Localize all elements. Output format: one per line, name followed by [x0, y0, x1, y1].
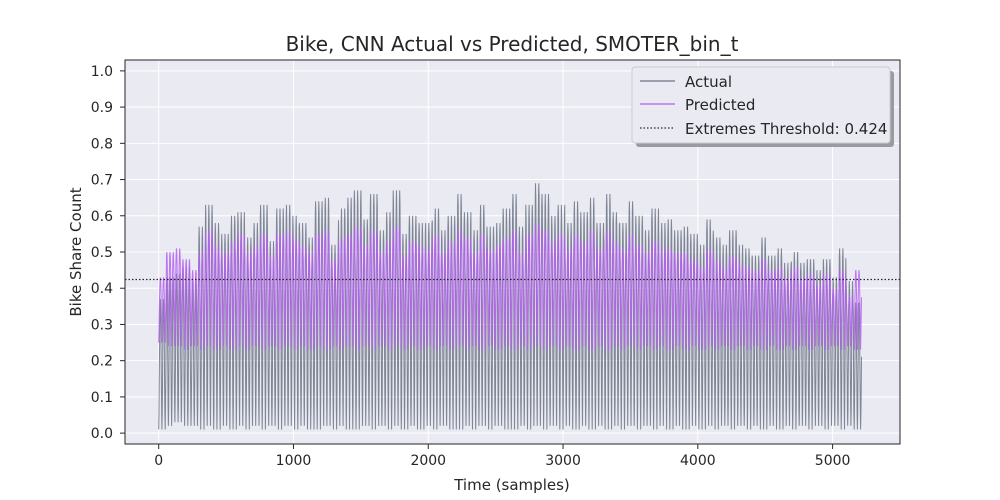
x-tick-label: 5000: [815, 453, 851, 469]
x-tick-label: 2000: [410, 453, 446, 469]
legend-box: [631, 66, 891, 144]
y-tick-label: 0.4: [91, 281, 113, 297]
x-tick-label: 0: [154, 453, 163, 469]
legend-label-predicted: Predicted: [685, 96, 755, 114]
y-tick-label: 0.0: [91, 426, 113, 442]
y-tick-label: 0.6: [91, 209, 113, 225]
legend: Actual Predicted Extremes Threshold: 0.4…: [631, 66, 894, 147]
y-tick-label: 0.7: [91, 173, 113, 189]
predicted-series-line: [158, 222, 862, 350]
x-tick-label: 1000: [276, 453, 312, 469]
legend-label-actual: Actual: [685, 73, 732, 91]
y-tick-label: 0.1: [91, 390, 113, 406]
x-axis: 0 1000 2000 3000 4000 5000: [154, 444, 850, 469]
y-tick-label: 1.0: [91, 64, 113, 80]
x-tick-label: 4000: [680, 453, 716, 469]
y-tick-label: 0.2: [91, 354, 113, 370]
x-axis-label: Time (samples): [453, 476, 570, 494]
y-tick-label: 0.3: [91, 317, 113, 333]
y-axis-label: Bike Share Count: [67, 187, 85, 316]
y-axis: 0.0 0.1 0.2 0.3 0.4 0.5 0.6 0.7 0.8 0.9 1.0: [91, 64, 125, 442]
chart-title: Bike, CNN Actual vs Predicted, SMOTER_bi…: [286, 32, 739, 56]
x-tick-label: 3000: [545, 453, 581, 469]
y-tick-label: 0.5: [91, 245, 113, 261]
y-tick-label: 0.8: [91, 136, 113, 152]
y-tick-label: 0.9: [91, 100, 113, 116]
legend-label-threshold: Extremes Threshold: 0.424: [685, 120, 887, 138]
actual-series-line: [158, 183, 862, 430]
series-layer: [158, 183, 862, 430]
